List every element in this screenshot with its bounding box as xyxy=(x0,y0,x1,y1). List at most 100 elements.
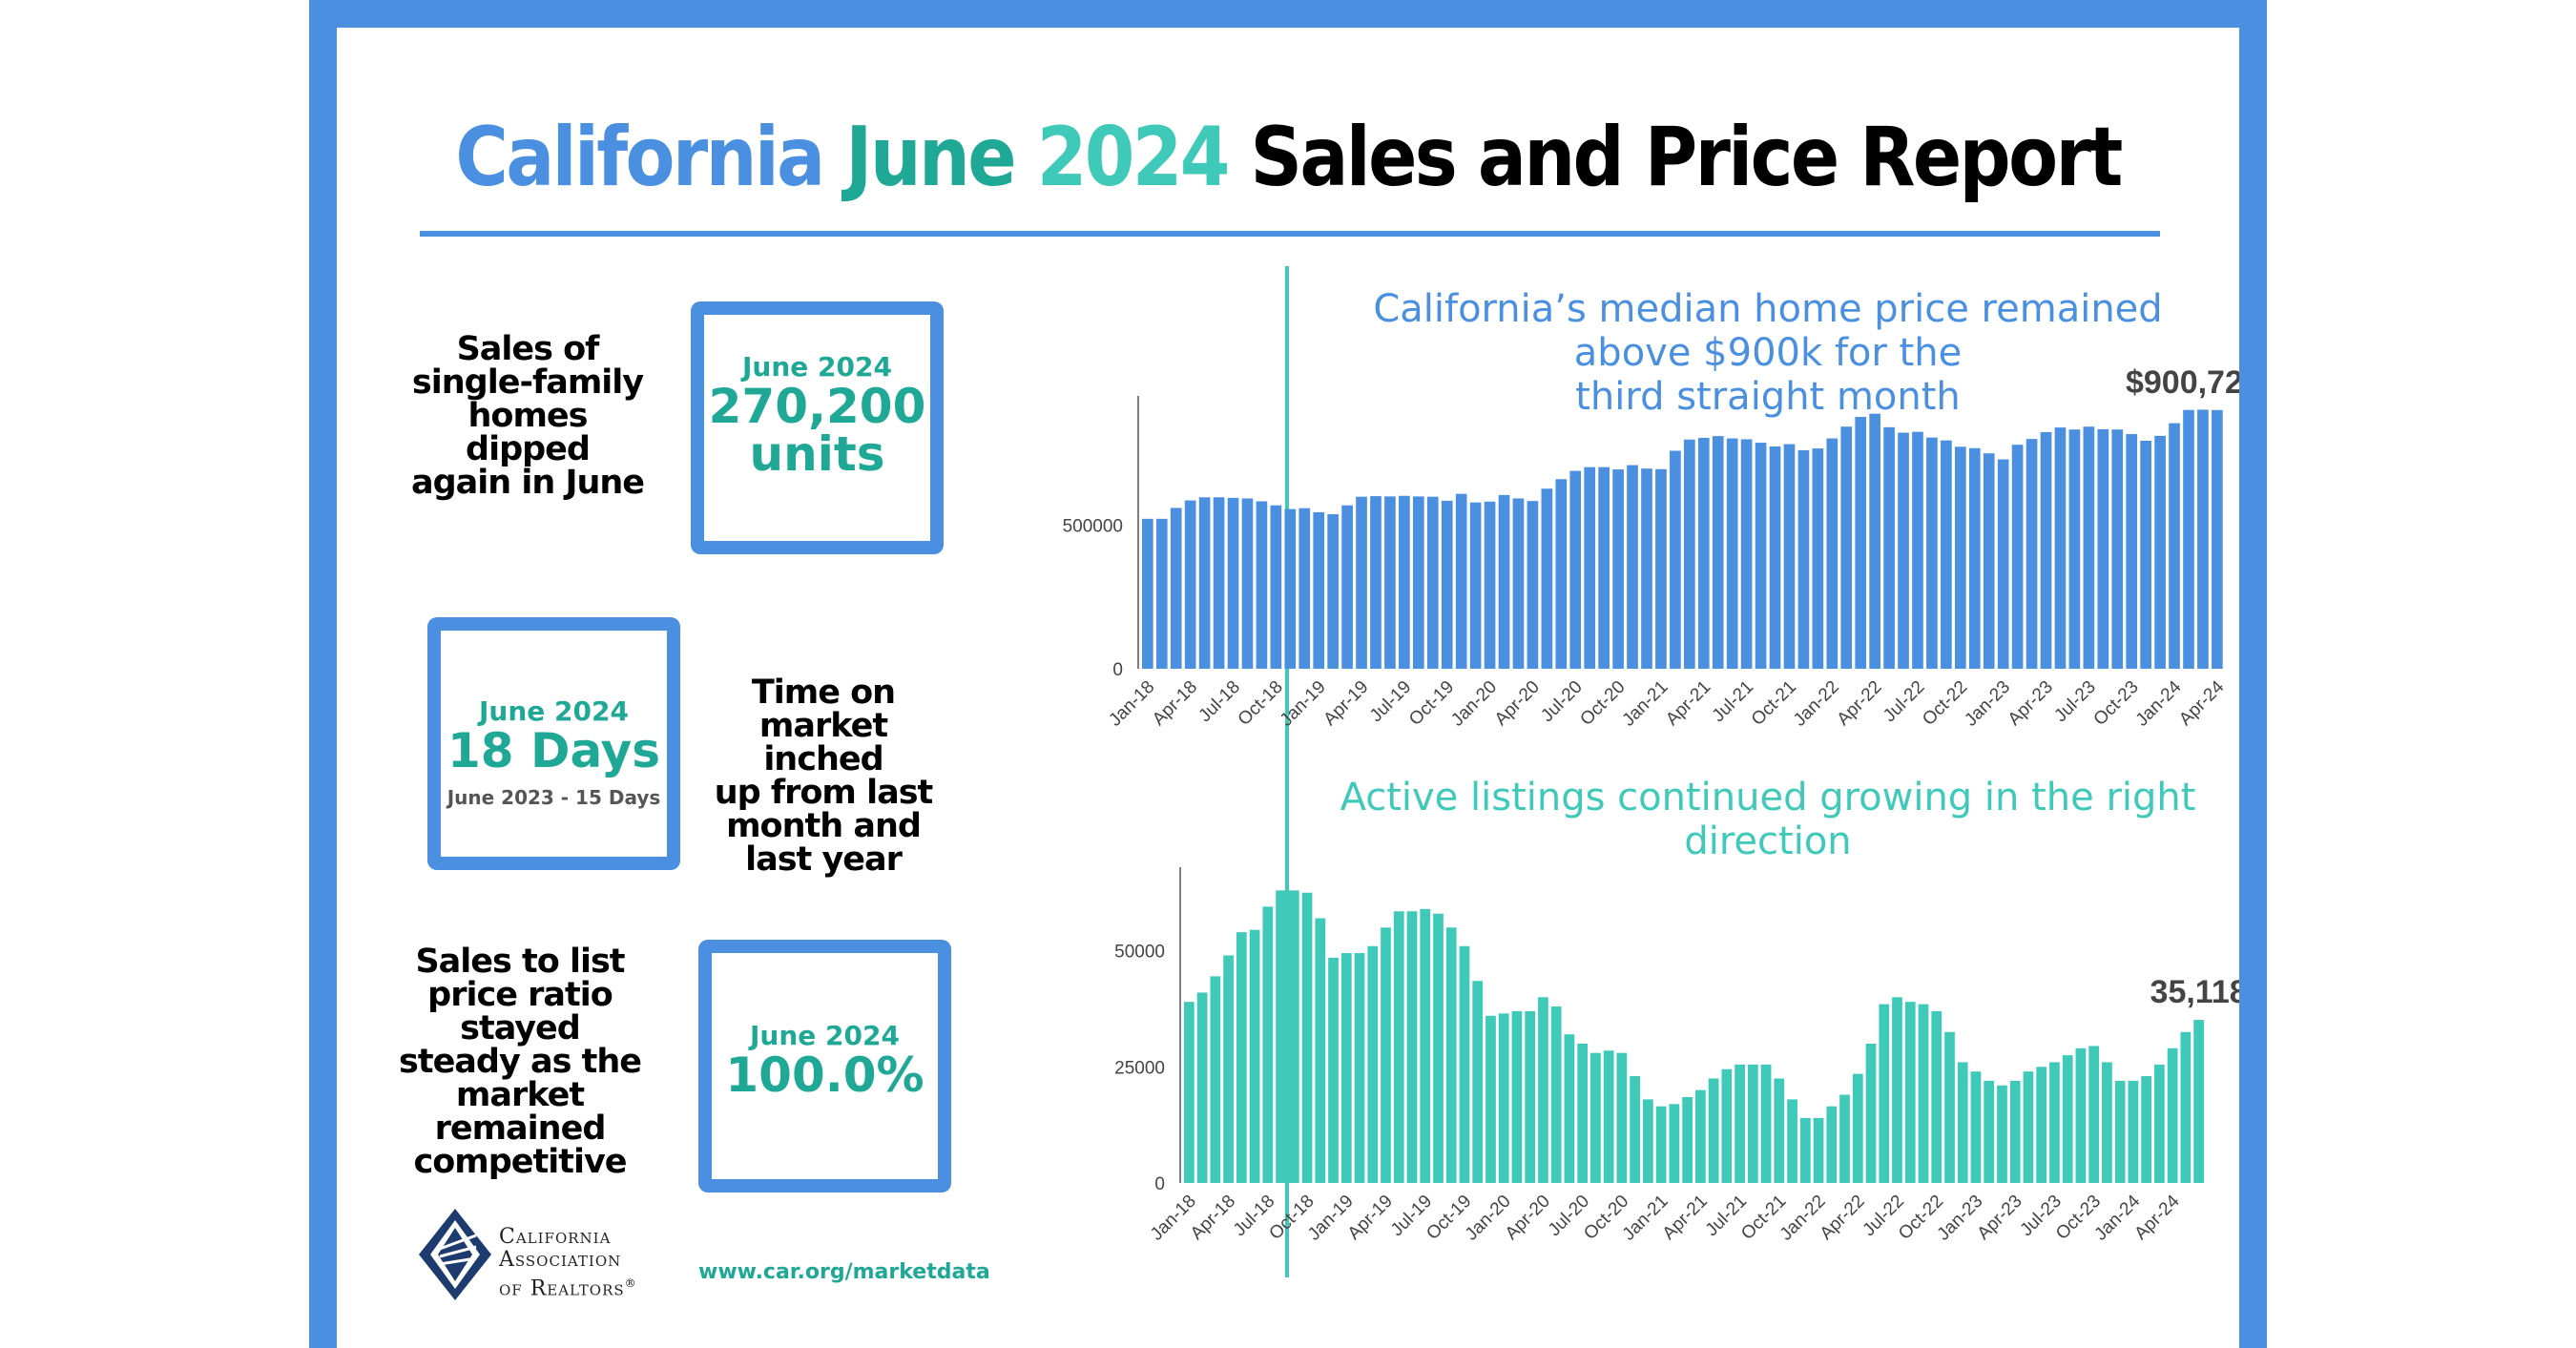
listings-bar xyxy=(1879,1004,1890,1183)
price-bar xyxy=(1655,468,1667,669)
ratio-desc-line: stayed xyxy=(460,1009,581,1047)
listings-x-tick-label: Jan-23 xyxy=(1934,1192,1987,1245)
listings-bar xyxy=(2141,1076,2152,1183)
listings-bar xyxy=(1760,1064,1772,1183)
ratio-desc-line: remained xyxy=(434,1110,607,1148)
price-bar xyxy=(2054,427,2067,669)
price-chart-title-line: California’s median home price remained … xyxy=(1373,287,2163,375)
price-bar xyxy=(1256,501,1268,669)
price-bar xyxy=(1612,469,1624,669)
listings-bar xyxy=(1511,1010,1523,1183)
price-bar xyxy=(2154,435,2166,669)
listings-bar xyxy=(1249,929,1260,1183)
listings-bar xyxy=(1393,911,1404,1183)
price-bar xyxy=(1469,502,1482,669)
listings-x-tick-label: Apr-18 xyxy=(1187,1192,1239,1244)
price-bar xyxy=(1855,416,1867,669)
listings-bar xyxy=(1485,1015,1496,1183)
price-bar xyxy=(1869,413,1880,669)
price-bar xyxy=(1270,505,1282,669)
days-period: June 2024 xyxy=(479,695,629,727)
listings-bar xyxy=(1381,927,1391,1183)
listings-x-tick-label: Apr-21 xyxy=(1659,1192,1712,1244)
registered-mark: ® xyxy=(624,1276,637,1290)
listings-chart-title-line: Active listings continued growing in the… xyxy=(1340,776,2196,863)
price-bar xyxy=(2068,429,2081,669)
price-bar xyxy=(1399,495,1410,669)
listings-bar xyxy=(2036,1067,2047,1183)
listings-bar xyxy=(2088,1046,2100,1183)
listings-bar-chart: 02500050000Jan-18Apr-18Jul-18Oct-18Jan-1… xyxy=(1114,867,2239,1245)
listings-bar xyxy=(1616,1052,1628,1183)
listings-bar xyxy=(1445,927,1457,1183)
price-bar xyxy=(1912,431,1923,669)
price-chart-title: California’s median home price remained … xyxy=(1310,287,2226,419)
sales-desc-line: single-family xyxy=(411,363,644,402)
outer-frame: California June 2024 Sales and Price Rep… xyxy=(309,0,2267,1348)
sales-value: 270,200 xyxy=(708,379,926,434)
listings-x-tick-label: Jan-18 xyxy=(1147,1192,1200,1245)
price-bar xyxy=(1298,508,1311,669)
price-bar xyxy=(2097,428,2109,669)
page-title: California June 2024 Sales and Price Rep… xyxy=(451,110,2126,205)
listings-bar xyxy=(1315,918,1326,1183)
logo-line: of Realtors® xyxy=(499,1272,637,1300)
listings-bar xyxy=(2049,1062,2060,1183)
price-bar xyxy=(1712,436,1724,669)
listings-bar xyxy=(2128,1080,2139,1183)
listings-bar xyxy=(1420,908,1431,1183)
price-bar xyxy=(1455,493,1467,669)
listings-bar xyxy=(1774,1078,1785,1183)
listings-bar xyxy=(1472,981,1484,1183)
days-description: Time on market inched up from last month… xyxy=(699,676,947,877)
listings-x-tick-label: Apr-19 xyxy=(1344,1192,1397,1244)
listings-bar xyxy=(1826,1106,1838,1183)
listings-bar xyxy=(1459,945,1470,1183)
price-bar xyxy=(1627,465,1638,669)
listings-bar xyxy=(1747,1064,1758,1183)
price-bar xyxy=(1327,514,1339,669)
price-bar xyxy=(1740,439,1753,669)
listings-bar xyxy=(1970,1071,1982,1183)
sales-desc-line: again in June xyxy=(410,464,645,502)
price-bar xyxy=(1755,443,1767,669)
sales-stat-box: June 2024 270,200 units xyxy=(691,301,944,554)
price-bar-chart: 0500000Jan-18Apr-18Jul-18Oct-18Jan-19Apr… xyxy=(1063,364,2239,731)
days-desc-line: last year xyxy=(745,840,903,879)
price-bar xyxy=(1584,467,1596,669)
price-bar xyxy=(1968,447,1981,669)
listings-bar xyxy=(2102,1062,2112,1183)
price-bar xyxy=(1241,498,1254,669)
listings-bar xyxy=(1918,1004,1929,1183)
market-data-link[interactable]: www.car.org/marketdata xyxy=(698,1260,990,1284)
price-bar xyxy=(1783,444,1796,669)
listings-bar xyxy=(1223,955,1234,1183)
days-prior-year: June 2023 - 15 Days xyxy=(447,786,661,809)
title-month: June xyxy=(845,110,1016,205)
report-panel: California June 2024 Sales and Price Rep… xyxy=(337,28,2239,1348)
listings-bar xyxy=(1865,1043,1877,1183)
price-bar xyxy=(1883,426,1895,669)
listings-bar xyxy=(1695,1089,1706,1183)
car-logo-icon xyxy=(419,1209,491,1300)
price-bar xyxy=(1356,496,1367,669)
sales-period: June 2024 xyxy=(742,351,892,383)
price-bar xyxy=(1155,518,1168,669)
listings-y-tick-label: 0 xyxy=(1154,1174,1165,1194)
listings-bar xyxy=(2009,1080,2021,1183)
sales-desc-line: Sales of xyxy=(456,330,600,368)
listings-bar xyxy=(2167,1047,2178,1183)
listings-bar xyxy=(1367,945,1379,1183)
listings-x-tick-label: Jan-19 xyxy=(1304,1192,1358,1245)
listings-bar xyxy=(2154,1064,2165,1183)
title-rest: Sales and Price Report xyxy=(1250,110,2123,205)
listings-bar xyxy=(1984,1080,1995,1183)
price-bar xyxy=(1641,468,1652,669)
sales-description: Sales of single-family homes dipped agai… xyxy=(404,333,652,500)
listings-bar xyxy=(1669,1104,1680,1183)
listings-bar xyxy=(1852,1073,1863,1183)
listings-last-value-label: 35,118 xyxy=(2150,974,2239,1010)
price-bar xyxy=(1898,432,1909,669)
listings-bar xyxy=(1590,1052,1601,1183)
price-bar xyxy=(1313,511,1325,669)
